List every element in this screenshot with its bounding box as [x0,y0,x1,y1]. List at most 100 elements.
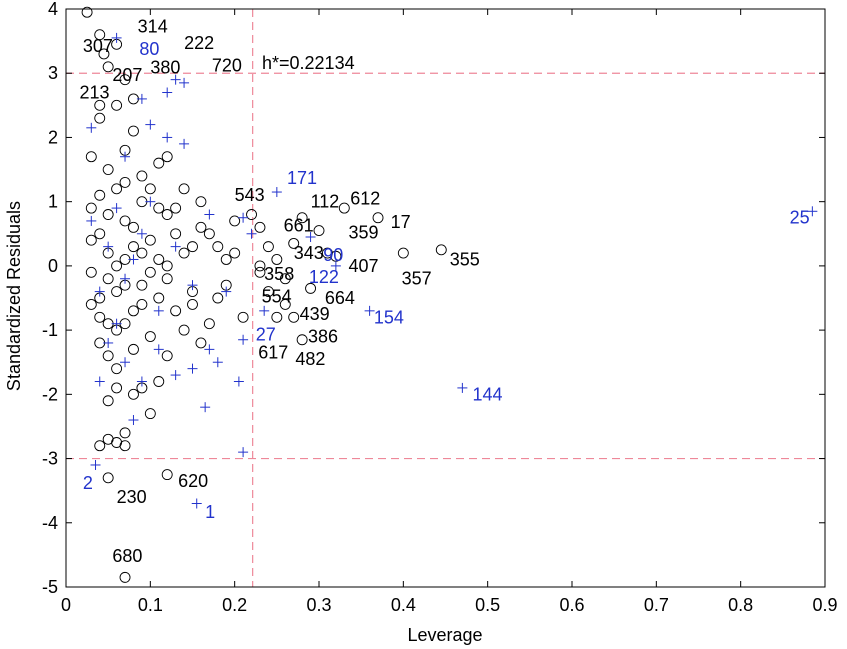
training-point [262,286,274,298]
training-point [229,247,241,259]
test-point [86,215,97,226]
point-label: 154 [374,307,404,327]
training-point [178,183,190,195]
test-point [111,32,122,43]
training-point [271,254,283,265]
plot-frame [65,8,826,588]
training-point [170,202,182,214]
y-tick-label: 3 [48,63,58,83]
training-point [153,376,165,387]
point-label: 407 [349,256,379,276]
test-point [162,132,173,143]
training-point [102,164,114,176]
training-point [111,183,123,195]
training-point [85,298,97,310]
point-label: 17 [391,212,411,232]
training-point [195,221,207,233]
training-point [144,183,156,195]
training-point [212,241,224,253]
plot-background [66,9,825,587]
training-point [119,440,131,452]
point-label: 314 [138,16,168,36]
test-point [221,286,232,297]
test-point [233,376,244,387]
test-point [94,376,105,387]
test-point [212,357,223,368]
point-label: 380 [150,57,180,77]
point-label: 620 [178,471,208,491]
training-point [111,286,123,298]
x-tick-label: 0.7 [644,595,669,615]
y-axis-title: Standardized Residuals [4,201,24,391]
threshold-label: h*=0.22134 [262,53,355,73]
y-axis-ticks: -5 -4 -3 -2 -1 0 1 2 3 4 [42,0,825,597]
test-point [238,212,249,223]
training-point [81,6,93,18]
training-point [111,260,123,272]
point-label: 617 [258,343,288,363]
y-tick-label: -4 [42,513,58,533]
training-point [296,334,308,346]
point-label: 543 [235,185,265,205]
training-point [102,350,114,362]
training-point [128,305,139,317]
test-point [179,77,190,88]
test-point [364,305,375,316]
test-point [246,228,257,239]
training-point [254,266,266,278]
test-point [153,305,164,316]
training-point [144,234,156,246]
training-point [279,273,291,285]
point-label: 482 [295,349,325,369]
test-point [145,196,156,207]
training-point [85,234,97,246]
training-point [288,311,300,323]
training-point [94,189,106,201]
point-label: 80 [139,39,159,59]
training-point [372,212,384,224]
test-point [145,119,156,130]
training-point [296,212,308,224]
point-label: 307 [83,36,113,56]
point-label: 343 [294,243,324,263]
training-point [220,254,232,265]
point-label: 122 [309,267,339,287]
point-label: 222 [184,33,214,53]
y-tick-label: 2 [48,127,58,147]
test-point [187,363,198,374]
test-point [457,382,468,393]
training-point [153,292,165,304]
training-point [161,260,173,272]
y-tick-label: -2 [42,384,58,404]
point-label: 661 [284,215,314,235]
point-label: 355 [450,249,480,269]
point-label: 90 [323,245,343,265]
test-point [120,151,131,162]
test-point [204,344,215,355]
training-point [119,215,131,227]
x-tick-label: 0.6 [559,595,584,615]
y-tick-label: 0 [48,256,58,276]
training-point [161,209,173,220]
test-point [259,305,270,316]
test-point [179,138,190,149]
point-label: 386 [308,327,338,347]
training-point [144,331,156,342]
training-point [136,279,148,291]
point-label: 359 [349,222,379,242]
test-point [191,498,202,509]
test-point [170,241,181,252]
point-label: 2 [83,473,93,493]
training-point [85,266,97,278]
x-tick-label: 0 [61,595,71,615]
test-point [111,203,122,214]
point-label: 612 [350,188,380,208]
training-point [102,395,114,407]
training-point [102,472,114,484]
training-point [128,343,139,355]
test-point [103,241,114,252]
x-tick-label: 0.1 [138,595,163,615]
training-point [170,305,182,317]
test-point [238,447,249,458]
